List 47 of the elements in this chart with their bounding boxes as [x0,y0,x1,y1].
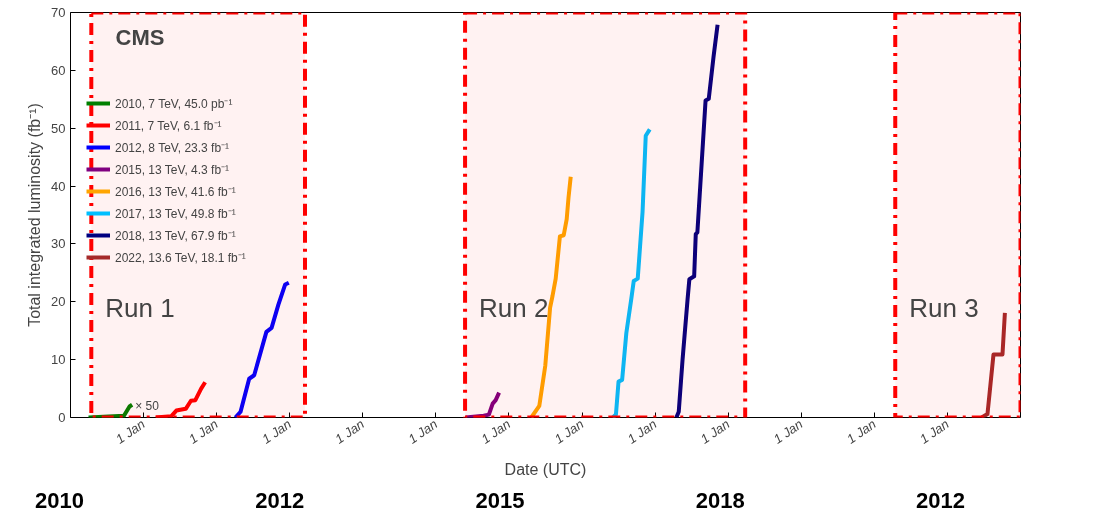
legend-label: 2016, 13 TeV, 41.6 fb⁻¹ [115,183,236,200]
y-tick-label: 50 [51,120,66,136]
text: 2015 [475,487,525,515]
legend-label: 2011, 7 TeV, 6.1 fb⁻¹ [115,117,222,134]
y-tick-label: 20 [51,294,66,310]
legend-label: 2012, 8 TeV, 23.3 fb⁻¹ [115,139,230,156]
text: 2012 [255,487,305,515]
line-series [463,390,502,418]
x-tick-label: 1 Jan [405,416,441,447]
legend-label: 2015, 13 TeV, 4.3 fb⁻¹ [115,161,230,178]
line-series [979,310,1007,418]
annotation: CMS [115,24,165,50]
text: 2012 [916,487,965,515]
legend-label: 2022, 13.6 TeV, 18.1 fb⁻¹ [115,249,246,266]
line-series [233,280,291,418]
y-tick-label: 30 [51,236,66,252]
line-series [610,127,652,418]
text: 2018 [695,487,745,515]
x-tick-label: 1 Jan [186,416,221,447]
text: 2010 [35,487,84,515]
x-tick-label: 1 Jan [113,416,148,447]
band-label: Run 3 [909,292,979,323]
line-series [86,402,135,418]
annotation: × 50 [135,398,160,413]
x-axis-title: Date (UTC) [504,460,587,478]
band-label: Run 2 [479,292,549,323]
x-tick-label: 1 Jan [551,416,587,447]
x-tick-label: 1 Jan [259,416,294,447]
x-tick-label: 1 Jan [916,416,952,447]
x-tick-label: 1 Jan [478,416,514,447]
legend-label: 2017, 13 TeV, 49.8 fb⁻¹ [115,205,236,222]
x-tick-label: 1 Jan [697,416,733,447]
line-series [529,174,573,418]
y-tick-label: 70 [51,5,66,20]
y-tick-label: 0 [58,410,66,425]
line-series [674,22,720,418]
legend-label: 2018, 13 TeV, 67.9 fb⁻¹ [115,227,236,244]
y-tick-label: 60 [51,62,66,78]
x-tick-label: 1 Jan [332,416,368,447]
y-tick-label: 40 [51,178,66,194]
y-tick-label: 10 [51,352,66,368]
band-label: Run 1 [105,292,175,323]
x-tick-label: 1 Jan [843,416,879,447]
x-tick-label: 1 Jan [624,416,660,447]
legend-label: 2010, 7 TeV, 45.0 pb⁻¹ [115,95,233,112]
y-axis-title: Total integrated luminosity (fb⁻¹) [26,103,44,327]
x-tick-label: 1 Jan [770,416,806,447]
